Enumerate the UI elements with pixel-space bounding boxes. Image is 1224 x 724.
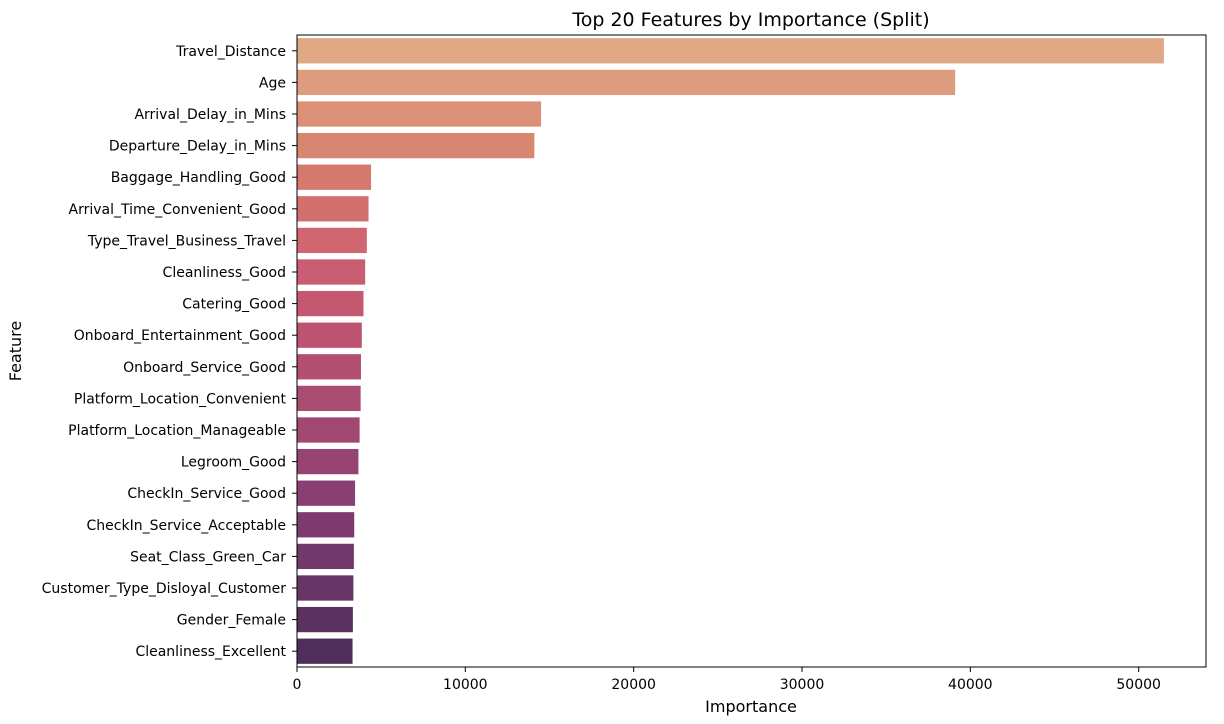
- y-tick-label: CheckIn_Service_Good: [127, 486, 286, 502]
- y-tick-label: Catering_Good: [182, 297, 286, 313]
- y-tick-label: Type_Travel_Business_Travel: [87, 233, 286, 249]
- y-tick-label: Seat_Class_Green_Car: [130, 549, 286, 565]
- x-tick-label: 0: [293, 677, 302, 693]
- bar-catering-good: [297, 290, 364, 317]
- y-tick-label: Cleanliness_Excellent: [135, 644, 286, 660]
- y-tick-label: CheckIn_Service_Acceptable: [87, 518, 287, 534]
- y-tick-label: Departure_Delay_in_Mins: [109, 139, 286, 155]
- chart-title: Top 20 Features by Importance (Split): [571, 9, 929, 31]
- x-tick-label: 50000: [1116, 677, 1161, 693]
- bar-cleanliness-excellent: [297, 638, 353, 664]
- bar-onboard-entertainment-good: [297, 322, 362, 348]
- bar-checkin-service-acceptable: [297, 512, 355, 538]
- y-tick-label: Arrival_Time_Convenient_Good: [69, 202, 286, 218]
- bar-type-travel-business-travel: [297, 227, 367, 254]
- bar-platform-location-manageable: [297, 417, 360, 443]
- bar-legroom-good: [297, 448, 359, 475]
- bar-cleanliness-good: [297, 259, 366, 285]
- x-tick-label: 20000: [611, 677, 656, 693]
- y-tick-label: Gender_Female: [177, 613, 286, 629]
- bar-gender-female: [297, 606, 353, 633]
- x-tick-label: 30000: [780, 677, 825, 693]
- x-tick-label: 40000: [948, 677, 993, 693]
- bar-baggage-handling-good: [297, 164, 372, 190]
- bar-arrival-time-convenient-good: [297, 196, 369, 222]
- plot-frame: [296, 34, 1207, 668]
- y-tick-label: Customer_Type_Disloyal_Customer: [42, 581, 287, 597]
- y-axis-title: Feature: [6, 321, 25, 381]
- y-tick-label: Age: [259, 75, 286, 91]
- y-tick-label: Legroom_Good: [181, 455, 286, 471]
- x-tick-label: 10000: [443, 677, 488, 693]
- y-tick-label: Arrival_Delay_in_Mins: [134, 107, 286, 123]
- x-axis-title: Importance: [705, 697, 797, 716]
- bar-seat-class-green-car: [297, 543, 354, 570]
- y-tick-label: Platform_Location_Convenient: [74, 391, 287, 407]
- bar-onboard-service-good: [297, 354, 361, 380]
- bars-group: [297, 38, 1164, 664]
- bar-travel-distance: [297, 38, 1164, 64]
- bar-departure-delay-in-mins: [297, 132, 535, 159]
- y-tick-label: Onboard_Entertainment_Good: [74, 328, 286, 344]
- bar-checkin-service-good: [297, 480, 356, 506]
- y-tick-labels: Travel_Distance Age Arrival_Delay_in_Mins D…: [42, 44, 297, 660]
- y-tick-label: Onboard_Service_Good: [123, 360, 286, 376]
- bar-arrival-delay-in-mins: [297, 101, 542, 127]
- y-tick-label: Cleanliness_Good: [163, 265, 286, 281]
- bar-customer-type-disloyal-customer: [297, 575, 354, 601]
- y-tick-label: Baggage_Handling_Good: [111, 170, 286, 186]
- y-tick-label: Platform_Location_Manageable: [68, 423, 286, 439]
- y-tick-label: Travel_Distance: [175, 44, 286, 60]
- x-ticks: 0 10000 20000 30000 40000 50000: [293, 667, 1161, 693]
- bar-age: [297, 69, 956, 96]
- bar-platform-location-convenient: [297, 385, 361, 412]
